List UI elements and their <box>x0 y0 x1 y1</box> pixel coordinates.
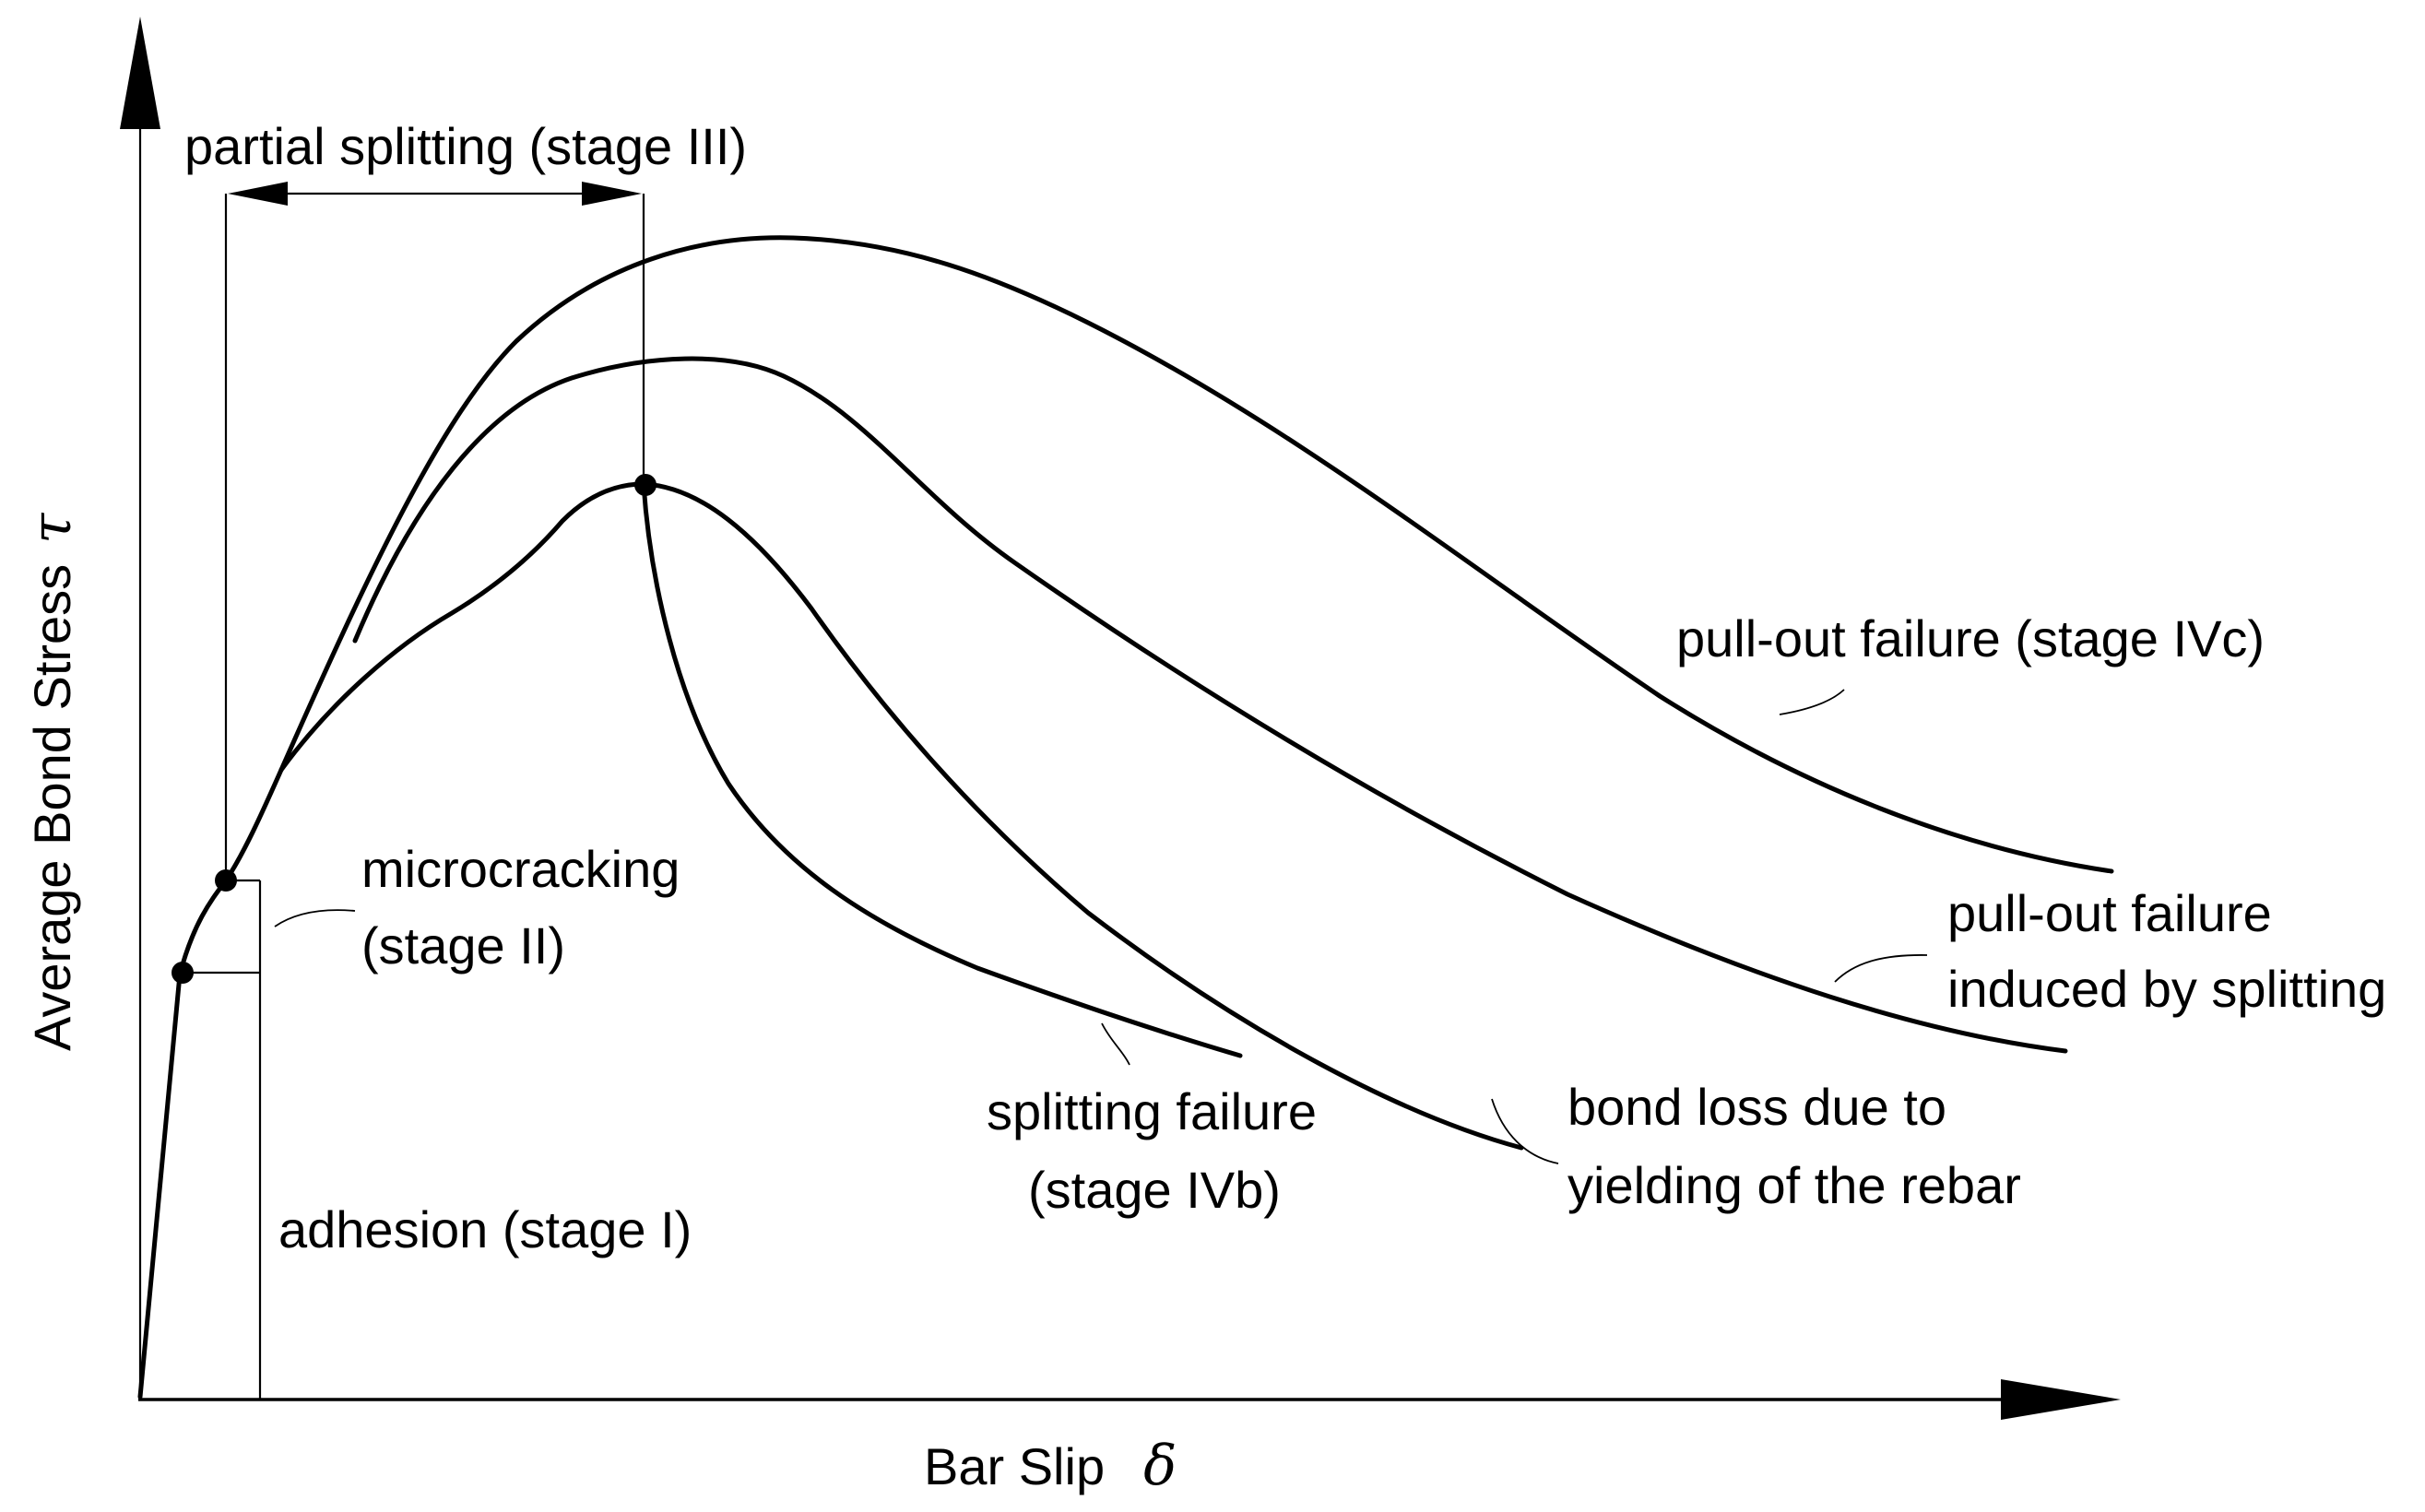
leader-splitting <box>1101 1022 1130 1066</box>
microcracking-limit-point <box>215 869 237 892</box>
curve-splitting-failure <box>641 481 1243 1058</box>
label-microcracking-line2: (stage II) <box>361 916 565 975</box>
stage-points <box>172 474 657 984</box>
curve-pullout-induced-by-splitting <box>352 356 2068 1054</box>
y-axis-arrowhead <box>120 17 160 129</box>
x-axis-arrowhead <box>2001 1379 2121 1420</box>
partial-splitting-right-arrowhead <box>582 182 642 206</box>
label-splitting-line1: splitting failure <box>987 1082 1317 1140</box>
splitting-peak-point <box>634 474 657 496</box>
y-axis-title: Average Bond Stressτ <box>19 513 84 1051</box>
leader-pullout-iv-c <box>1779 689 1845 715</box>
curve-bond-loss-yielding <box>278 481 1524 1151</box>
leader-pullout-split <box>1834 954 1928 983</box>
label-microcracking-line1: microcracking <box>361 840 680 898</box>
label-bond-loss-line1: bond loss due to <box>1567 1078 1946 1136</box>
label-pullout-split-line1: pull-out failure <box>1947 884 2272 942</box>
adhesion-limit-point <box>172 962 194 984</box>
label-partial-splitting: partial splitting (stage III) <box>184 117 747 175</box>
leader-lines <box>274 689 1928 1164</box>
label-pullout-split-line2: induced by splitting <box>1947 960 2386 1018</box>
label-adhesion: adhesion (stage I) <box>278 1200 692 1258</box>
axes <box>120 17 2121 1420</box>
axis-titles: Average Bond Stressτ Bar Slip δ <box>19 513 1177 1498</box>
leader-bond-loss <box>1491 1098 1559 1164</box>
partial-splitting-left-arrowhead <box>228 182 288 206</box>
curve-pullout-iv-c <box>278 235 2114 874</box>
leader-microcracking <box>274 909 356 927</box>
label-pullout-iv-c: pull-out failure (stage IVc) <box>1676 609 2265 667</box>
annotation-labels: partial splitting (stage III) microcrack… <box>184 117 2386 1258</box>
label-bond-loss-line2: yielding of the rebar <box>1567 1156 2021 1214</box>
label-splitting-line2: (stage IVb) <box>1028 1161 1281 1219</box>
x-axis-title: Bar Slip δ <box>924 1434 1177 1498</box>
